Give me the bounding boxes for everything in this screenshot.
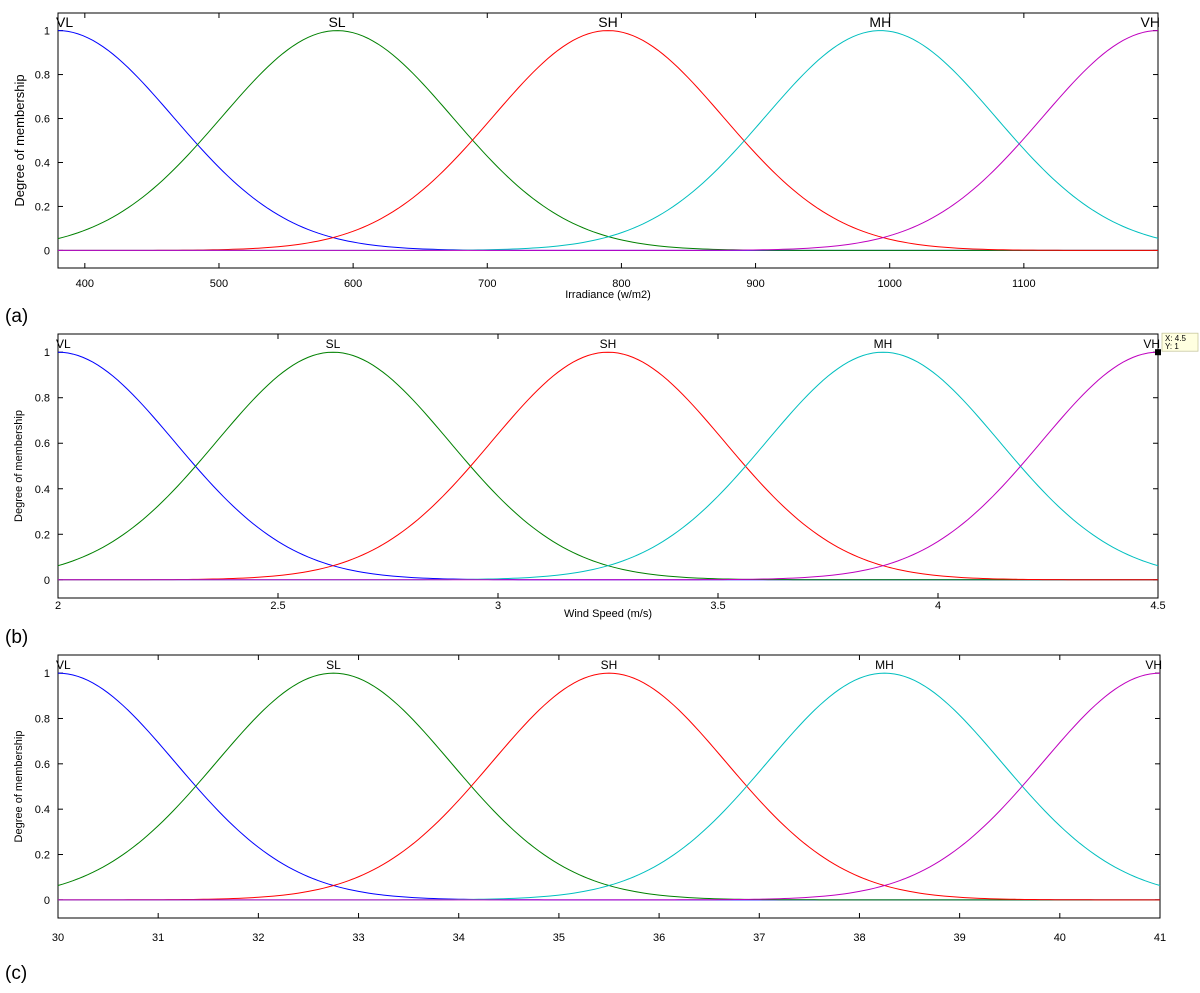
x-tick-label: 4.5 <box>1150 600 1165 612</box>
mf-label-sl: SL <box>326 337 341 351</box>
mf-label-vl: VL <box>56 658 71 672</box>
y-axis-label: Degree of membership <box>13 410 25 522</box>
series-vh-line <box>58 351 1159 581</box>
series-sh-line <box>58 30 1158 251</box>
axes-box <box>57 654 1161 919</box>
x-tick-label: 4 <box>935 600 941 612</box>
chart-panel-1: 400 500 600 700 800 900 1000 1100 0 0.2 0.4 0.6 0.8 1… <box>5 12 1160 327</box>
y-tick-label: 0.6 <box>35 438 50 450</box>
x-axis-label: Wind Speed (m/s) <box>564 608 652 620</box>
axes-box <box>57 333 1159 599</box>
y-tick-label: 0.8 <box>35 713 50 725</box>
mf-label-vl: VL <box>56 337 71 351</box>
x-tick-label: 1100 <box>1012 278 1036 290</box>
y-tick-label: 0 <box>44 575 50 587</box>
mf-label-vh: VH <box>1145 658 1162 672</box>
x-tick-label: 36 <box>653 932 665 944</box>
mf-label-mh: MH <box>875 658 894 672</box>
mf-label-vh: VH <box>1141 14 1160 30</box>
y-tick-label: 1 <box>44 26 50 38</box>
y-tick-label: 0.2 <box>35 850 50 862</box>
y-tick-label: 0.6 <box>35 114 50 126</box>
x-tick-label: 1000 <box>877 278 901 290</box>
x-tick-label: 37 <box>753 932 765 944</box>
x-tick-label: 800 <box>612 278 630 290</box>
series-vh-line <box>58 672 1161 901</box>
x-axis-label: Irradiance (w/m2) <box>565 289 651 301</box>
x-tick-label: 41 <box>1154 932 1166 944</box>
y-tick-label: 0 <box>44 245 50 257</box>
x-tick-label: 900 <box>746 278 764 290</box>
x-tick-label: 400 <box>76 278 94 290</box>
panel-tag: (c) <box>5 963 27 984</box>
series-sh-line <box>58 351 1158 581</box>
y-axis-label: Degree of membership <box>13 731 25 843</box>
x-tick-label: 39 <box>954 932 966 944</box>
y-axis-label: Degree of membership <box>12 74 27 206</box>
x-tick-label: 40 <box>1054 932 1066 944</box>
x-tick-label: 600 <box>344 278 362 290</box>
datatip-marker <box>1155 349 1161 356</box>
chart-panel-2: 2 2.5 3 3.5 4 4.5 0 0.2 0.4 0.6 0.8 1 VL SL SH MH VH Wind… <box>5 332 1199 648</box>
mf-label-sh: SH <box>600 337 617 351</box>
y-tick-label: 0.8 <box>35 393 50 405</box>
y-tick-label: 0.2 <box>35 201 50 213</box>
y-tick-label: 0.6 <box>35 759 50 771</box>
mf-label-vh: VH <box>1143 337 1160 351</box>
mf-label-mh: MH <box>869 14 891 30</box>
panel-tag: (a) <box>5 306 28 327</box>
datatip-box <box>1161 332 1199 352</box>
mf-label-vl: VL <box>56 14 73 30</box>
x-tick-label: 33 <box>352 932 364 944</box>
panel-tag: (b) <box>5 627 28 648</box>
x-tick-label: 700 <box>478 278 496 290</box>
series-vh-line <box>58 30 1159 251</box>
datatip: X: 4.5Y: 1 <box>1155 332 1199 356</box>
x-tick-label: 3 <box>495 600 501 612</box>
mf-label-sl: SL <box>328 14 345 30</box>
y-tick-label: 1 <box>44 668 50 680</box>
x-tick-label: 2.5 <box>270 600 285 612</box>
mf-label-sh: SH <box>598 14 617 30</box>
y-tick-label: 0.8 <box>35 70 50 82</box>
series-sh-line <box>58 672 1160 901</box>
x-tick-label: 35 <box>553 932 565 944</box>
y-tick-label: 0.4 <box>35 804 50 816</box>
y-tick-label: 0 <box>44 895 50 907</box>
mf-label-sh: SH <box>601 658 618 672</box>
y-tick-label: 0.2 <box>35 529 50 541</box>
x-tick-label: 38 <box>853 932 865 944</box>
x-tick-label: 2 <box>55 600 61 612</box>
mf-label-sl: SL <box>326 658 341 672</box>
x-tick-label: 500 <box>210 278 228 290</box>
y-tick-label: 0.4 <box>35 484 50 496</box>
x-tick-label: 34 <box>453 932 465 944</box>
datatip-x: X: 4.5 <box>1165 334 1186 343</box>
mf-label-mh: MH <box>874 337 893 351</box>
x-tick-label: 32 <box>252 932 264 944</box>
axes-box <box>57 12 1159 269</box>
x-tick-label: 3.5 <box>710 600 725 612</box>
y-tick-label: 0.4 <box>35 157 50 169</box>
x-tick-label: 31 <box>152 932 164 944</box>
datatip-y: Y: 1 <box>1165 342 1179 351</box>
y-tick-label: 1 <box>44 347 50 359</box>
chart-panel-3: 30 31 32 33 34 35 36 37 38 39 40 41 0 0.2 0.4 0.6 0.8 1 VL… <box>5 654 1166 984</box>
x-tick-label: 30 <box>52 932 64 944</box>
